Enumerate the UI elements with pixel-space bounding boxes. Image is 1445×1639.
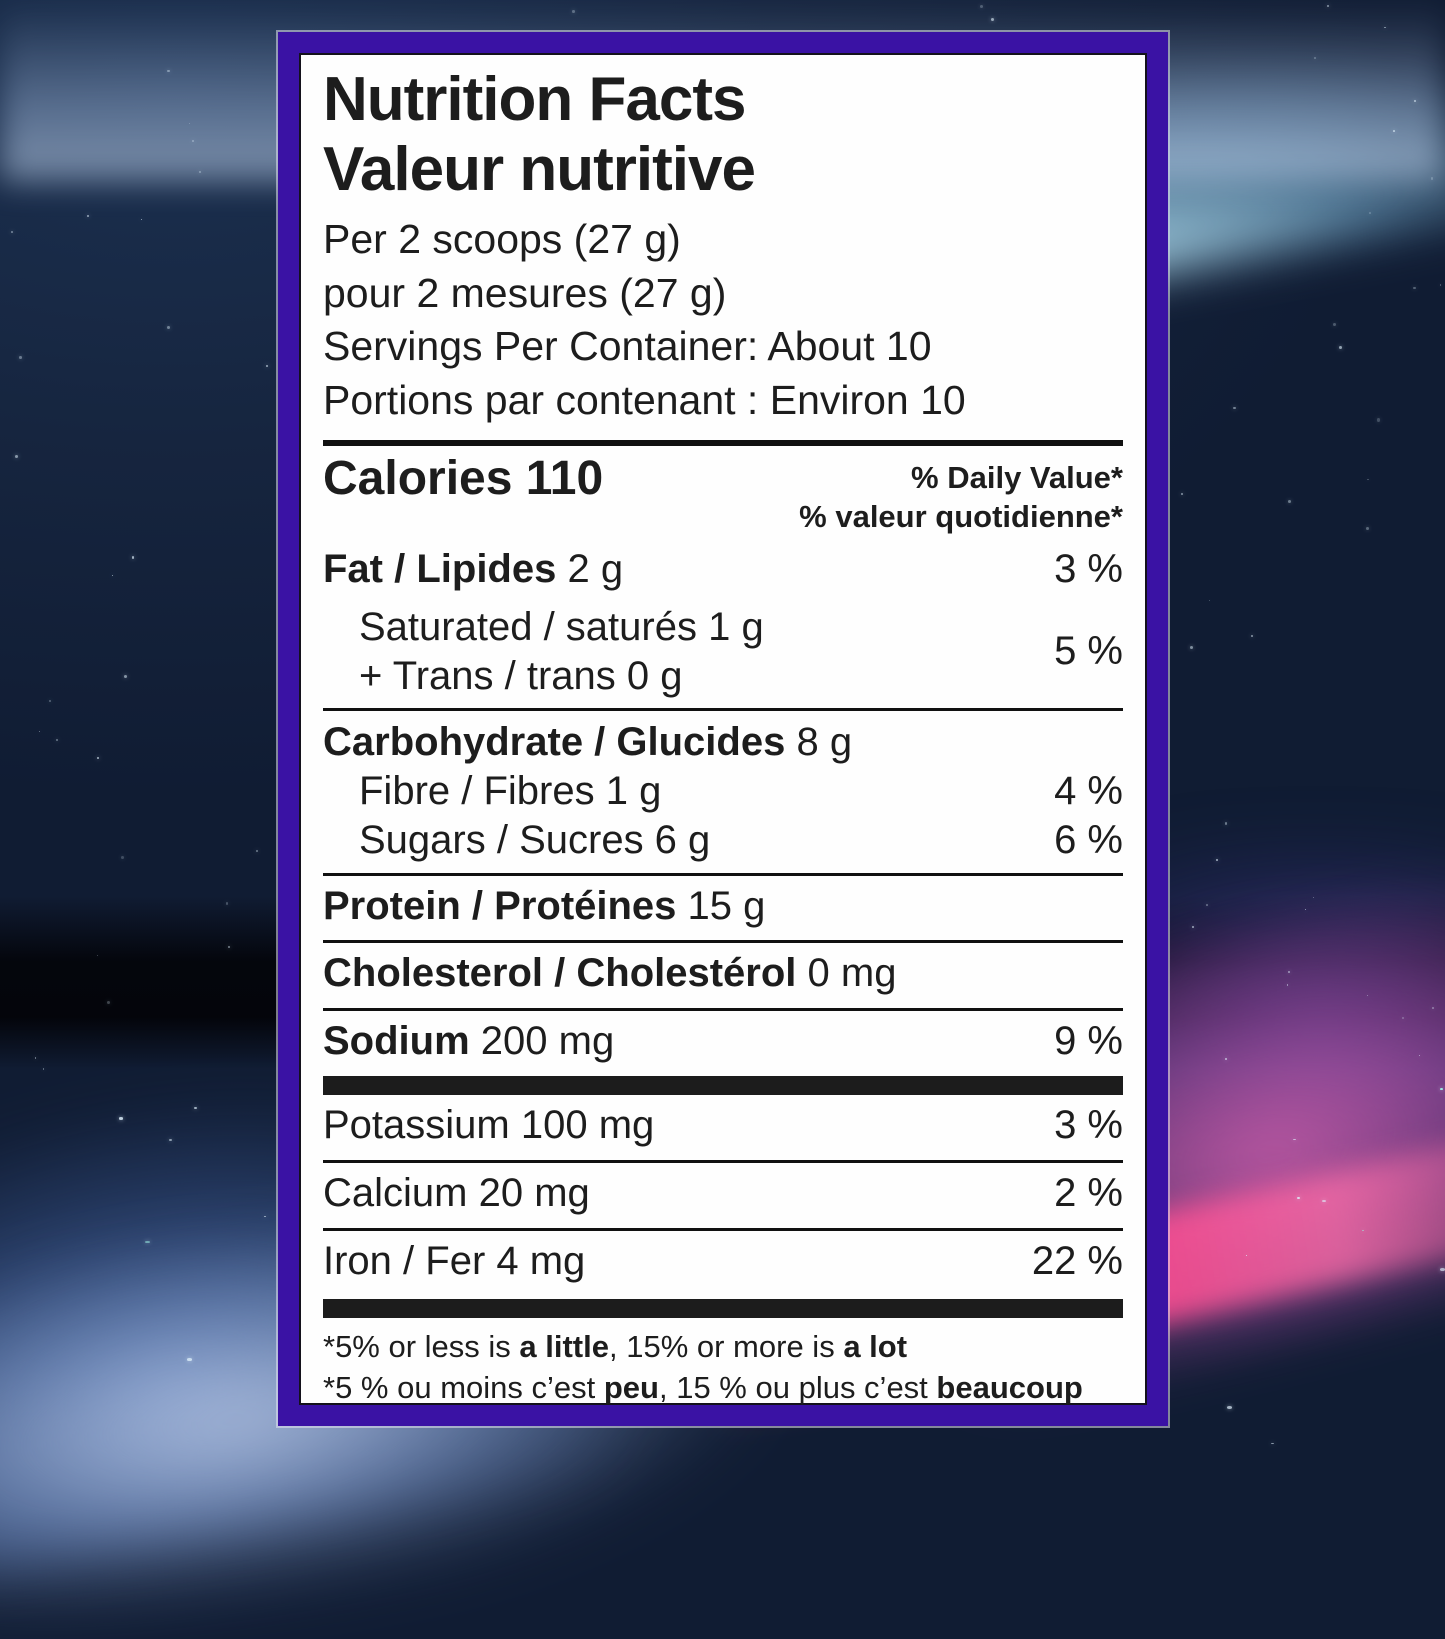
divider-above-footnote [323,1299,1123,1319]
row-iron-name: Iron / Fer 4 mg [323,1238,586,1283]
divider-above-iron [323,1227,1123,1231]
calories-block: Calories 110 % Daily Value* % valeur quo… [323,446,1123,536]
footnote-fr-part1: *5 % ou moins c’est [323,1369,604,1405]
row-sodium: Sodium 200 mg 9 % [323,1011,1123,1076]
star-field [11,4,1445,1445]
row-cholesterol-label: Cholesterol / Cholestérol [323,951,797,996]
footnote-en-part1: *5% or less is [323,1329,520,1365]
nutrition-facts-title-en: Nutrition Facts [323,65,746,134]
footnote-fr-bold-peu: peu [603,1369,659,1405]
row-fibre: Fibre / Fibres 1 g 4 % [323,767,1123,816]
row-carbohydrate-amount: 8 g [796,720,853,765]
nutrition-facts-title-fr: Valeur nutritive [323,135,756,204]
row-fibre-dv: 4 % [1054,768,1123,813]
row-saturated-trans-names: Saturated / saturés 1 g + Trans / trans … [323,603,764,701]
footnote-block: *5% or less is a little, 15% or more is … [323,1318,1123,1408]
divider-above-sodium [323,1008,1123,1012]
row-sugars-name: Sugars / Sucres 6 g [359,817,711,862]
serving-size-block: Per 2 scoops (27 g) pour 2 mesures (27 g… [323,213,1123,428]
row-trans-name: + Trans / trans 0 g [359,653,683,698]
servings-container-en: Servings Per Container: About 10 [323,323,932,370]
calories-value: Calories 110 [323,451,604,505]
row-potassium-name: Potassium 100 mg [323,1103,655,1148]
row-sodium-amount: 200 mg [480,1019,615,1064]
row-sodium-label: Sodium [323,1019,470,1064]
row-cholesterol: Cholesterol / Cholestérol 0 mg [323,943,1123,1008]
row-calcium: Calcium 20 mg 2 % [323,1163,1123,1228]
nutrition-label-frame: Nutrition Facts Valeur nutritive Per 2 s… [278,32,1168,1426]
row-protein-amount: 15 g [687,883,766,928]
daily-value-header: % Daily Value* % valeur quotidienne* [799,452,1123,536]
divider-above-carbohydrate [323,708,1123,712]
footnote-fr-bold-beaucoup: beaucoup [936,1369,1083,1405]
row-sodium-name: Sodium 200 mg [323,1017,614,1066]
row-fat-name: Fat / Lipides 2 g [323,545,623,594]
row-protein-name: Protein / Protéines 15 g [323,882,765,931]
divider-above-protein [323,872,1123,876]
divider-above-calcium [323,1159,1123,1163]
row-fat: Fat / Lipides 2 g 3 % [323,538,1123,603]
row-carbohydrate-name: Carbohydrate / Glucides 8 g [323,718,852,767]
row-protein-space [676,884,687,928]
row-saturated-trans-dv: 5 % [1054,629,1123,673]
row-sodium-dv: 9 % [1054,1019,1123,1064]
row-iron: Iron / Fer 4 mg 22 % [323,1231,1123,1296]
footnote-en: *5% or less is a little, 15% or more is … [323,1327,1123,1367]
row-carbohydrate-label: Carbohydrate / Glucides [323,720,786,765]
row-sodium-space [470,1019,481,1063]
row-protein: Protein / Protéines 15 g [323,876,1123,941]
divider-above-calories [323,439,1123,446]
row-sugars-dv: 6 % [1054,817,1123,862]
footnote-en-bold-a-lot: a lot [843,1329,908,1365]
footnote-fr-part2: , 15 % ou plus c’est [658,1369,937,1405]
row-cholesterol-space [796,951,807,995]
nutrition-facts-panel: Nutrition Facts Valeur nutritive Per 2 s… [299,53,1147,1405]
row-sugars: Sugars / Sucres 6 g 6 % [323,816,1123,873]
row-saturated-name: Saturated / saturés 1 g [359,604,764,649]
row-fat-amount-space [556,547,567,591]
row-calcium-name: Calcium 20 mg [323,1170,590,1215]
footnote-en-bold-a-little: a little [519,1329,609,1365]
row-fibre-name: Fibre / Fibres 1 g [359,769,662,814]
row-protein-label: Protein / Protéines [323,883,677,928]
divider-above-minerals [323,1076,1123,1096]
row-calcium-dv: 2 % [1054,1170,1123,1215]
row-cholesterol-amount: 0 mg [807,951,897,996]
row-potassium-dv: 3 % [1054,1102,1123,1147]
row-iron-dv: 22 % [1031,1238,1123,1283]
serving-size-fr: pour 2 mesures (27 g) [323,269,727,316]
footnote-en-part2: , 15% or more is [609,1329,844,1365]
row-carbohydrate-space [785,720,796,764]
row-carbohydrate: Carbohydrate / Glucides 8 g [323,711,1123,767]
row-potassium: Potassium 100 mg 3 % [323,1095,1123,1160]
daily-value-header-en: % Daily Value* [911,459,1123,495]
serving-size-en: Per 2 scoops (27 g) [323,216,681,262]
row-fat-label: Fat / Lipides [323,546,557,591]
row-fat-dv: 3 % [1054,546,1123,591]
row-cholesterol-name: Cholesterol / Cholestérol 0 mg [323,949,896,998]
row-saturated-trans: Saturated / saturés 1 g + Trans / trans … [323,603,1123,709]
row-fat-amount: 2 g [567,546,624,591]
daily-value-header-fr: % valeur quotidienne* [799,498,1123,534]
divider-above-cholesterol [323,940,1123,944]
servings-container-fr: Portions par contenant : Environ 10 [323,377,966,424]
footnote-fr: *5 % ou moins c’est peu, 15 % ou plus c’… [323,1368,1123,1408]
